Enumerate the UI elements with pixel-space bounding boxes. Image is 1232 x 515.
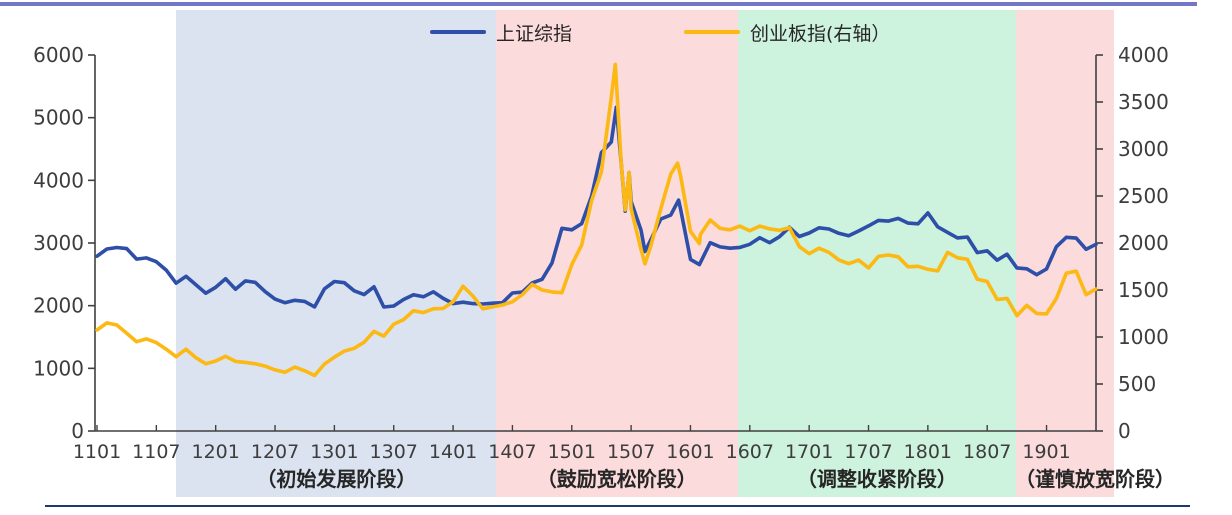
legend-line-swatch-sse bbox=[430, 30, 486, 34]
phase-band-2 bbox=[737, 10, 1016, 497]
right-axis-tick-label: 3500 bbox=[1118, 90, 1169, 114]
legend-item-chinext: 创业板指(右轴） bbox=[684, 19, 890, 46]
x-axis-tick-label: 1301 bbox=[310, 441, 358, 463]
left-axis-tick-label: 3000 bbox=[33, 231, 84, 255]
right-axis-tick-label: 2500 bbox=[1118, 184, 1169, 208]
phase-label-2: （调整收紧阶段） bbox=[797, 467, 957, 491]
right-axis-tick-label: 4000 bbox=[1118, 43, 1169, 67]
x-axis-tick-label: 1407 bbox=[488, 441, 536, 463]
right-axis-tick-label: 500 bbox=[1118, 372, 1156, 396]
left-axis-tick-label: 6000 bbox=[33, 43, 84, 67]
x-axis-tick-label: 1207 bbox=[251, 441, 299, 463]
phase-band-3 bbox=[1015, 10, 1114, 497]
right-axis-tick-label: 1000 bbox=[1118, 325, 1169, 349]
x-axis-tick-label: 1601 bbox=[666, 441, 714, 463]
phase-band-0 bbox=[176, 10, 496, 497]
legend-label-chinext: 创业板指(右轴） bbox=[750, 22, 891, 45]
x-axis-tick-label: 1807 bbox=[963, 441, 1011, 463]
legend-item-sse: 上证综指 bbox=[430, 19, 572, 46]
legend-label-sse: 上证综指 bbox=[496, 22, 573, 45]
x-axis-tick-label: 1101 bbox=[73, 441, 121, 463]
chinext-index-line bbox=[95, 62, 1098, 378]
chart-legend: 上证综指 创业板指(右轴） bbox=[430, 19, 890, 46]
right-axis-tick-label: 3000 bbox=[1118, 137, 1169, 161]
phase-label-3: （谨慎放宽阶段） bbox=[1015, 467, 1175, 491]
x-axis-tick-label: 1401 bbox=[429, 441, 477, 463]
x-axis-tick-label: 1801 bbox=[904, 441, 952, 463]
x-axis-tick-label: 1107 bbox=[132, 441, 180, 463]
left-axis-tick-label: 2000 bbox=[33, 294, 84, 318]
phase-label-0: （初始发展阶段） bbox=[256, 467, 416, 491]
x-axis-tick-label: 1607 bbox=[726, 441, 774, 463]
left-axis-tick-label: 0 bbox=[71, 419, 84, 443]
x-axis-tick-label: 1201 bbox=[192, 441, 240, 463]
x-axis-tick-label: 1501 bbox=[548, 441, 596, 463]
left-axis-tick-label: 5000 bbox=[33, 106, 84, 130]
sse-index-line bbox=[95, 105, 1098, 309]
legend-line-swatch-chinext bbox=[684, 30, 741, 34]
phase-label-1: （鼓励宽松阶段） bbox=[537, 467, 697, 491]
x-axis-tick-label: 1307 bbox=[370, 441, 418, 463]
left-axis-tick-label: 1000 bbox=[33, 356, 84, 380]
x-axis-tick-label: 1901 bbox=[1022, 441, 1070, 463]
left-axis-tick-label: 4000 bbox=[33, 168, 84, 192]
x-axis-tick-label: 1701 bbox=[785, 441, 833, 463]
right-axis-tick-label: 0 bbox=[1118, 419, 1131, 443]
x-axis-tick-label: 1707 bbox=[844, 441, 892, 463]
x-axis-tick-label: 1507 bbox=[607, 441, 655, 463]
right-axis-tick-label: 1500 bbox=[1118, 278, 1169, 302]
right-axis-tick-label: 2000 bbox=[1118, 231, 1169, 255]
bottom-divider-rule bbox=[45, 505, 1190, 507]
top-divider-rule bbox=[0, 2, 1197, 6]
